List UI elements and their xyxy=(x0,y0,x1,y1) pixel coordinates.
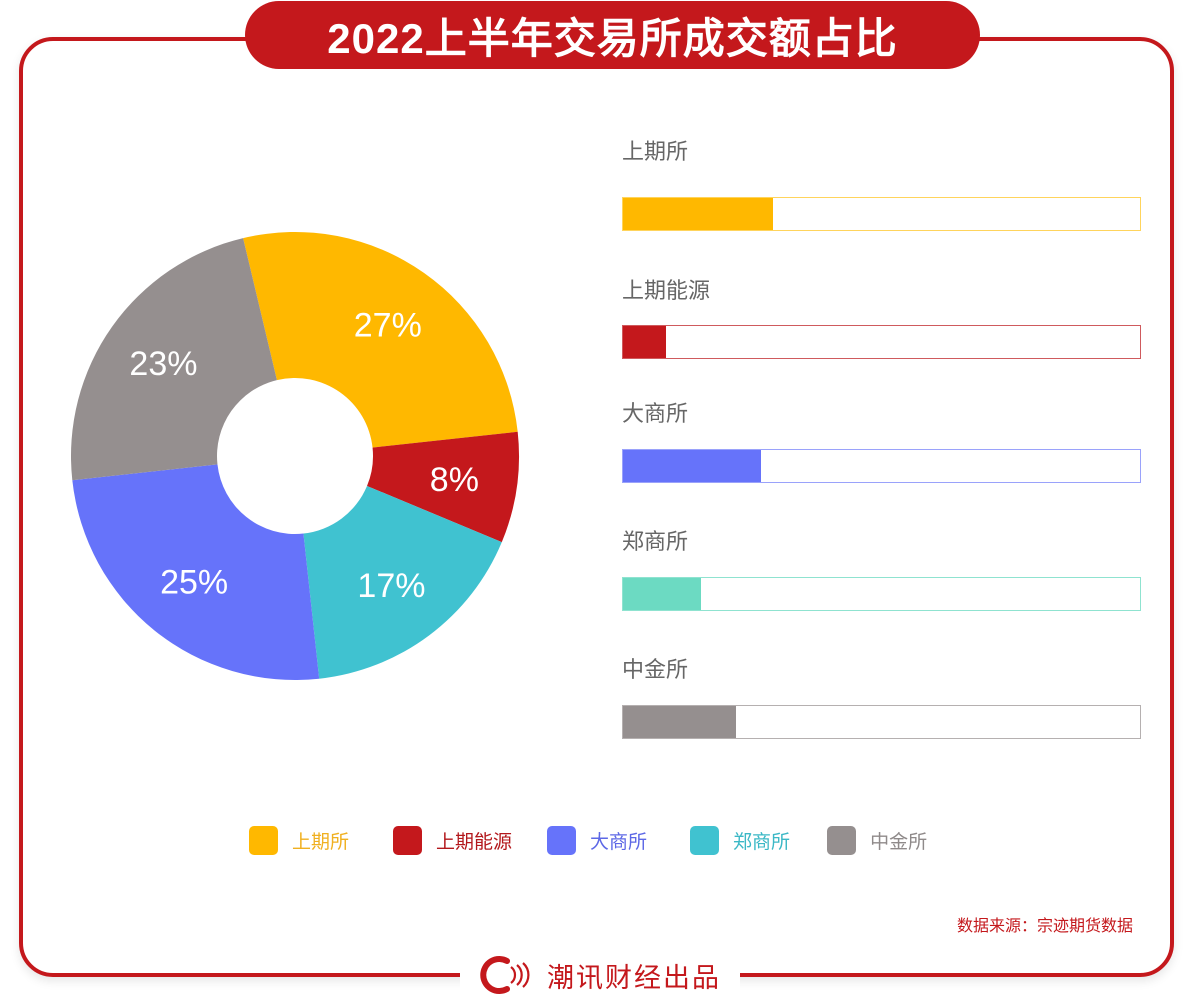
donut-slice-label: 17% xyxy=(357,567,425,605)
bar-label: 中金所 xyxy=(622,658,689,683)
donut-slice xyxy=(243,232,518,448)
legend-label: 上期所 xyxy=(292,831,350,853)
legend-item: 中金所 xyxy=(827,826,927,855)
bar-track xyxy=(622,705,1141,739)
legend-swatch xyxy=(547,826,577,855)
bar-fill xyxy=(623,326,666,358)
legend-item: 上期能源 xyxy=(393,826,512,855)
footer-brand: 潮讯财经出品 xyxy=(460,950,740,1000)
donut-chart: 27% 8% 17% 25% 23% xyxy=(70,232,520,680)
donut-slice xyxy=(70,238,277,481)
bar-fill xyxy=(623,198,773,230)
bar-fill xyxy=(623,578,701,610)
data-source: 数据来源：宗迹期货数据 xyxy=(956,916,1133,935)
donut-slice xyxy=(367,431,520,543)
legend-swatch xyxy=(827,826,857,855)
donut-slice-label: 23% xyxy=(129,345,197,383)
legend: 上期所 上期能源 大商所 郑商所 中金所 xyxy=(249,826,927,855)
bar-fill xyxy=(623,450,761,482)
legend-item: 郑商所 xyxy=(690,826,790,855)
bar-track xyxy=(622,449,1141,483)
legend-item: 大商所 xyxy=(547,826,647,855)
bar-track xyxy=(622,325,1141,359)
legend-label: 大商所 xyxy=(590,831,648,853)
brand-logo-icon xyxy=(480,956,530,994)
legend-label: 郑商所 xyxy=(733,831,791,853)
bar-label: 上期所 xyxy=(622,140,689,165)
title-banner: 2022上半年交易所成交额占比 xyxy=(245,1,980,69)
donut-slice-label: 27% xyxy=(354,306,422,344)
donut-slice-label: 25% xyxy=(160,563,228,601)
legend-swatch xyxy=(393,826,423,855)
bar-label: 上期能源 xyxy=(622,279,711,304)
legend-label: 中金所 xyxy=(870,831,928,853)
donut-slice xyxy=(303,485,502,679)
donut-slice xyxy=(72,464,320,680)
bar-fill xyxy=(623,706,736,738)
legend-label: 上期能源 xyxy=(436,831,513,853)
chart-title: 2022上半年交易所成交额占比 xyxy=(327,14,898,62)
bar-label: 郑商所 xyxy=(622,530,689,555)
bar-label: 大商所 xyxy=(622,402,689,427)
legend-swatch xyxy=(249,826,278,855)
footer-brand-text: 潮讯财经出品 xyxy=(547,962,721,994)
legend-item: 上期所 xyxy=(249,826,349,855)
bar-track xyxy=(622,197,1141,231)
legend-swatch xyxy=(690,826,720,855)
bar-track xyxy=(622,577,1141,611)
donut-slice-label: 8% xyxy=(430,461,479,499)
